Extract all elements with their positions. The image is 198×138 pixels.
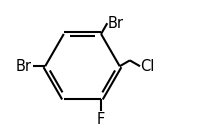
Text: Br: Br — [108, 16, 124, 31]
Text: F: F — [97, 112, 105, 127]
Text: Cl: Cl — [141, 59, 155, 74]
Text: Br: Br — [16, 59, 32, 74]
